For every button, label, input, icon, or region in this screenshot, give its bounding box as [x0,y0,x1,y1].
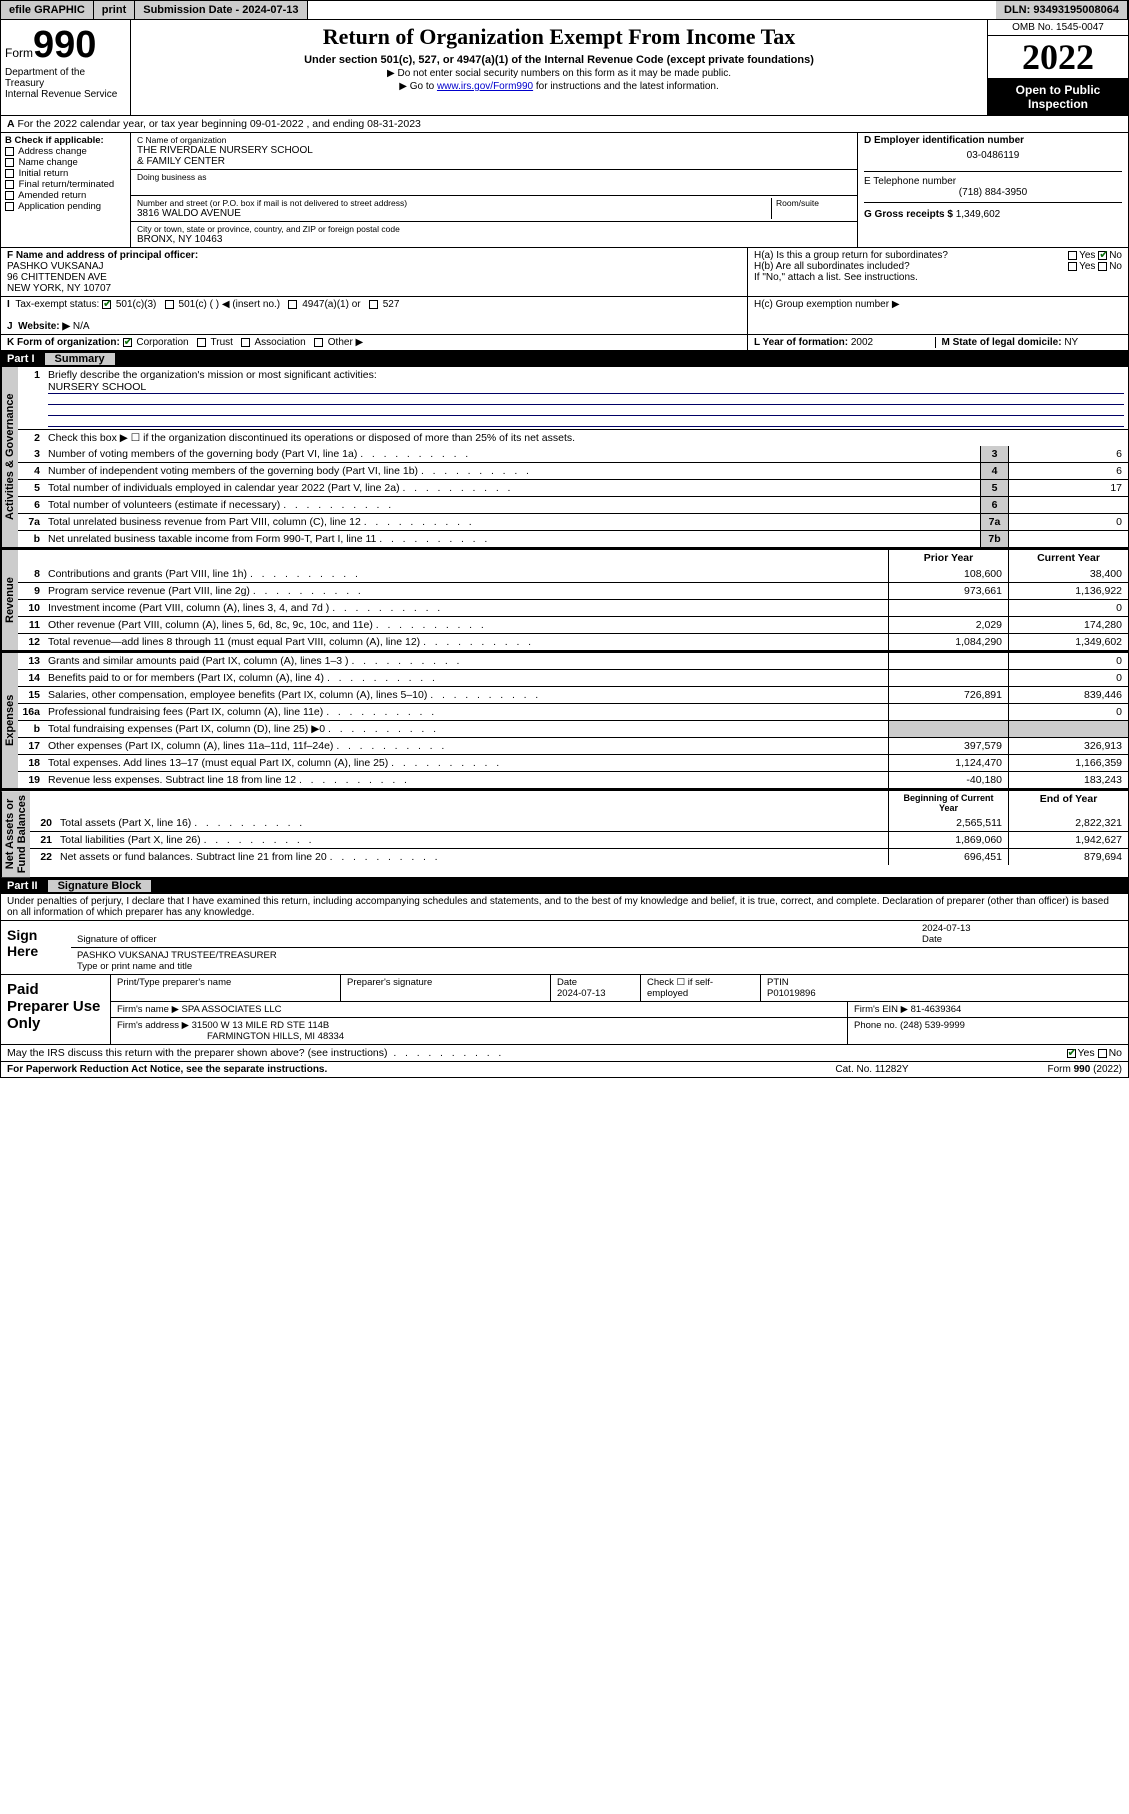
footer: For Paperwork Reduction Act Notice, see … [1,1062,1128,1077]
ein: 03-0486119 [864,146,1122,165]
firm-phone: (248) 539-9999 [900,1020,965,1031]
phone: (718) 884-3950 [864,187,1122,198]
firm-addr: 31500 W 13 MILE RD STE 114B [192,1020,330,1031]
row-ij: I Tax-exempt status: 501(c)(3) 501(c) ( … [1,297,1128,335]
checkbox-address-change[interactable]: Address change [5,146,126,157]
line-7a: 7aTotal unrelated business revenue from … [18,513,1128,530]
section-governance: Activities & Governance 1 Briefly descri… [1,367,1128,548]
dln: DLN: 93493195008064 [996,1,1128,19]
box-row-bcdeg: B Check if applicable: Address change Na… [1,133,1128,248]
line-5: 5Total number of individuals employed in… [18,479,1128,496]
form-number: Form990 [5,24,126,67]
checkbox-final-return-terminated[interactable]: Final return/terminated [5,179,126,190]
sign-here-label: Sign Here [1,921,71,974]
checkbox-name-change[interactable]: Name change [5,157,126,168]
open-inspection: Open to Public Inspection [988,79,1128,115]
officer-sig-name: PASHKO VUKSANAJ TRUSTEE/TREASURER [77,950,277,961]
section-revenue: Revenue Prior Year Current Year 8Contrib… [1,548,1128,651]
side-expenses: Expenses [1,653,18,788]
box-b: B Check if applicable: Address change Na… [1,133,131,247]
efile-btn[interactable]: efile GRAPHIC [1,1,94,19]
line-11: 11Other revenue (Part VIII, column (A), … [18,616,1128,633]
penalties-text: Under penalties of perjury, I declare th… [1,894,1128,921]
tax-year: 2022 [988,36,1128,79]
side-netassets: Net Assets or Fund Balances [1,791,30,877]
form-header: Form990 Department of the Treasury Inter… [1,20,1128,116]
line-12: 12Total revenue—add lines 8 through 11 (… [18,633,1128,650]
instr-link: ▶ Go to www.irs.gov/Form990 for instruct… [139,81,979,92]
print-btn[interactable]: print [94,1,135,19]
domicile: NY [1064,337,1078,348]
line-17: 17Other expenses (Part IX, column (A), l… [18,737,1128,754]
discuss-row: May the IRS discuss this return with the… [1,1045,1128,1062]
part2-header: Part II Signature Block [1,878,1128,894]
org-address: 3816 WALDO AVENUE [137,208,771,219]
org-name: THE RIVERDALE NURSERY SCHOOL & FAMILY CE… [137,145,851,167]
preparer-block: Paid Preparer Use Only Print/Type prepar… [1,975,1128,1045]
prep-date: 2024-07-13 [557,988,606,999]
line-6: 6Total number of volunteers (estimate if… [18,496,1128,513]
checkbox-amended-return[interactable]: Amended return [5,190,126,201]
row-klm: K Form of organization: Corporation Trus… [1,335,1128,351]
line-10: 10Investment income (Part VIII, column (… [18,599,1128,616]
side-revenue: Revenue [1,550,18,650]
line-9: 9Program service revenue (Part VIII, lin… [18,582,1128,599]
row-fh: F Name and address of principal officer:… [1,248,1128,297]
dept: Department of the Treasury [5,67,126,89]
omb: OMB No. 1545-0047 [988,20,1128,36]
line-20: 20Total assets (Part X, line 16)2,565,51… [30,815,1128,831]
sig-date: 2024-07-13 [922,923,971,934]
ptin: P01019896 [767,988,816,999]
line-7b: bNet unrelated business taxable income f… [18,530,1128,547]
section-expenses: Expenses 13Grants and similar amounts pa… [1,651,1128,789]
form-title: Return of Organization Exempt From Incom… [139,24,979,50]
instr-ssn: ▶ Do not enter social security numbers o… [139,68,979,79]
line-19: 19Revenue less expenses. Subtract line 1… [18,771,1128,788]
signature-block: Sign Here Signature of officer 2024-07-1… [1,921,1128,975]
line-13: 13Grants and similar amounts paid (Part … [18,653,1128,669]
line-15: 15Salaries, other compensation, employee… [18,686,1128,703]
website: N/A [73,321,90,332]
line-4: 4Number of independent voting members of… [18,462,1128,479]
officer-name: PASHKO VUKSANAJ [7,261,104,272]
line-b: bTotal fundraising expenses (Part IX, co… [18,720,1128,737]
line-3: 3Number of voting members of the governi… [18,446,1128,462]
firm-ein: 81-4639364 [911,1004,962,1015]
row-a: A For the 2022 calendar year, or tax yea… [1,116,1128,133]
line-22: 22Net assets or fund balances. Subtract … [30,848,1128,865]
firm-name: SPA ASSOCIATES LLC [182,1004,282,1015]
side-governance: Activities & Governance [1,367,18,547]
year-formation: 2002 [851,337,873,348]
box-deg: D Employer identification number 03-0486… [858,133,1128,247]
topbar: efile GRAPHIC print Submission Date - 20… [0,0,1129,20]
checkbox-initial-return[interactable]: Initial return [5,168,126,179]
box-c: C Name of organization THE RIVERDALE NUR… [131,133,858,247]
gross-receipts: 1,349,602 [956,209,1001,220]
org-city: BRONX, NY 10463 [137,234,851,245]
checkbox-application-pending[interactable]: Application pending [5,201,126,212]
line-18: 18Total expenses. Add lines 13–17 (must … [18,754,1128,771]
form-main: Form990 Department of the Treasury Inter… [0,20,1129,1078]
section-netassets: Net Assets or Fund Balances Beginning of… [1,789,1128,878]
line-16a: 16aProfessional fundraising fees (Part I… [18,703,1128,720]
mission: NURSERY SCHOOL [48,381,146,393]
line-21: 21Total liabilities (Part X, line 26)1,8… [30,831,1128,848]
submission-date: Submission Date - 2024-07-13 [135,1,307,19]
line-14: 14Benefits paid to or for members (Part … [18,669,1128,686]
part1-header: Part I Summary [1,351,1128,367]
irs: Internal Revenue Service [5,89,126,100]
form-subtitle: Under section 501(c), 527, or 4947(a)(1)… [139,54,979,66]
irs-link[interactable]: www.irs.gov/Form990 [437,81,533,92]
paid-preparer-label: Paid Preparer Use Only [1,975,111,1044]
line-8: 8Contributions and grants (Part VIII, li… [18,566,1128,582]
